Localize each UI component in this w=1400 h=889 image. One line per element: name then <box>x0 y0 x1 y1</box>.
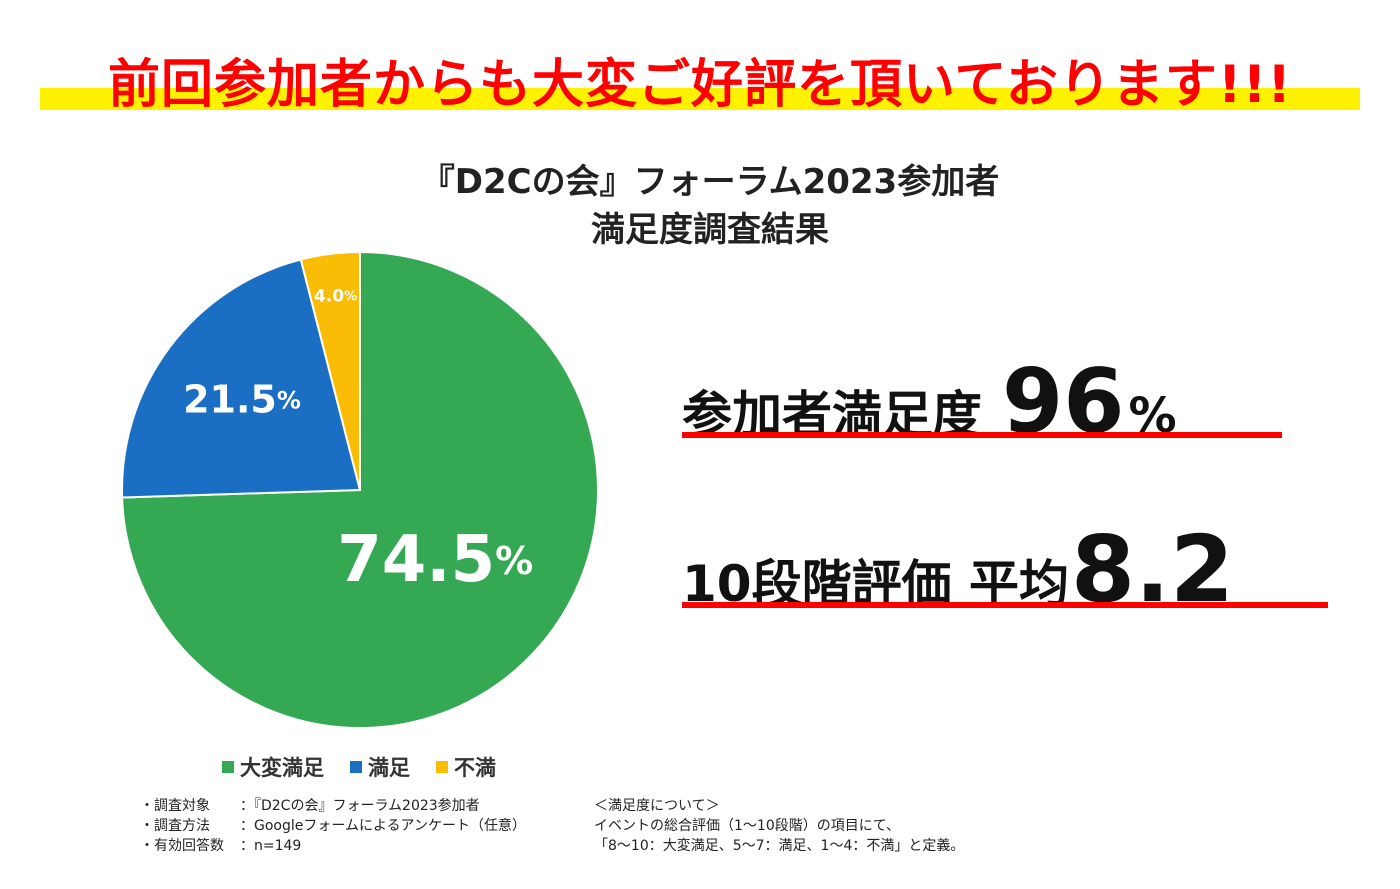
note-row: ・調査方法 ：Googleフォームによるアンケート（任意） <box>140 816 526 836</box>
legend-swatch <box>222 761 234 773</box>
pie-slice-2 <box>121 258 362 499</box>
headline-highlight <box>40 88 1360 110</box>
legend: 大変満足 満足 不満 <box>222 752 496 782</box>
headline: 前回参加者からも大変ご好評を頂いております!!! <box>107 55 1293 115</box>
legend-swatch <box>436 761 448 773</box>
legend-item: 不満 <box>436 752 496 782</box>
pie-label-3: 4.0% <box>314 286 357 306</box>
legend-label: 不満 <box>454 756 496 780</box>
definition-line: 「8〜10：大変満足、5〜7：満足、1〜4：不満」と定義。 <box>594 838 965 854</box>
legend-label: 満足 <box>368 756 410 780</box>
pie-chart: 74.5% 21.5% 4.0% <box>121 250 599 729</box>
note-key: ・有効回答数 <box>140 838 224 854</box>
chart-title: 『D2Cの会』フォーラム2023参加者 満足度調査結果 <box>310 158 1110 254</box>
chart-title-line-1: 『D2Cの会』フォーラム2023参加者 <box>420 162 1000 202</box>
note-value: ：Googleフォームによるアンケート（任意） <box>240 818 526 834</box>
pie-label-1: 74.5% <box>337 522 533 596</box>
average-underline <box>682 602 1328 608</box>
satisfaction-definition: ＜満足度について＞ イベントの総合評価（1〜10段階）の項目にて、 「8〜10：… <box>594 796 964 856</box>
legend-item: 満足 <box>350 752 410 782</box>
legend-item: 大変満足 <box>222 752 324 782</box>
note-key: ・調査対象 <box>140 798 210 814</box>
legend-label: 大変満足 <box>240 756 324 780</box>
pie-slice-3 <box>299 250 361 491</box>
note-key: ・調査方法 <box>140 818 210 834</box>
satisfaction-underline <box>682 432 1282 438</box>
legend-swatch <box>350 761 362 773</box>
definition-line: イベントの総合評価（1〜10段階）の項目にて、 <box>594 818 901 834</box>
survey-notes: ・調査対象 ：『D2Cの会』フォーラム2023参加者 ・調査方法 ：Googleフォ… <box>140 796 526 856</box>
note-value: ：『D2Cの会』フォーラム2023参加者 <box>240 798 480 814</box>
definition-line: ＜満足度について＞ <box>594 798 720 814</box>
note-value: ：n=149 <box>240 838 302 854</box>
headline-area: 前回参加者からも大変ご好評を頂いております!!! <box>40 42 1360 115</box>
pie-label-2: 21.5% <box>183 377 301 421</box>
note-row: ・調査対象 ：『D2Cの会』フォーラム2023参加者 <box>140 796 526 816</box>
note-row: ・有効回答数 ：n=149 <box>140 836 526 856</box>
chart-title-line-2: 満足度調査結果 <box>591 210 829 250</box>
